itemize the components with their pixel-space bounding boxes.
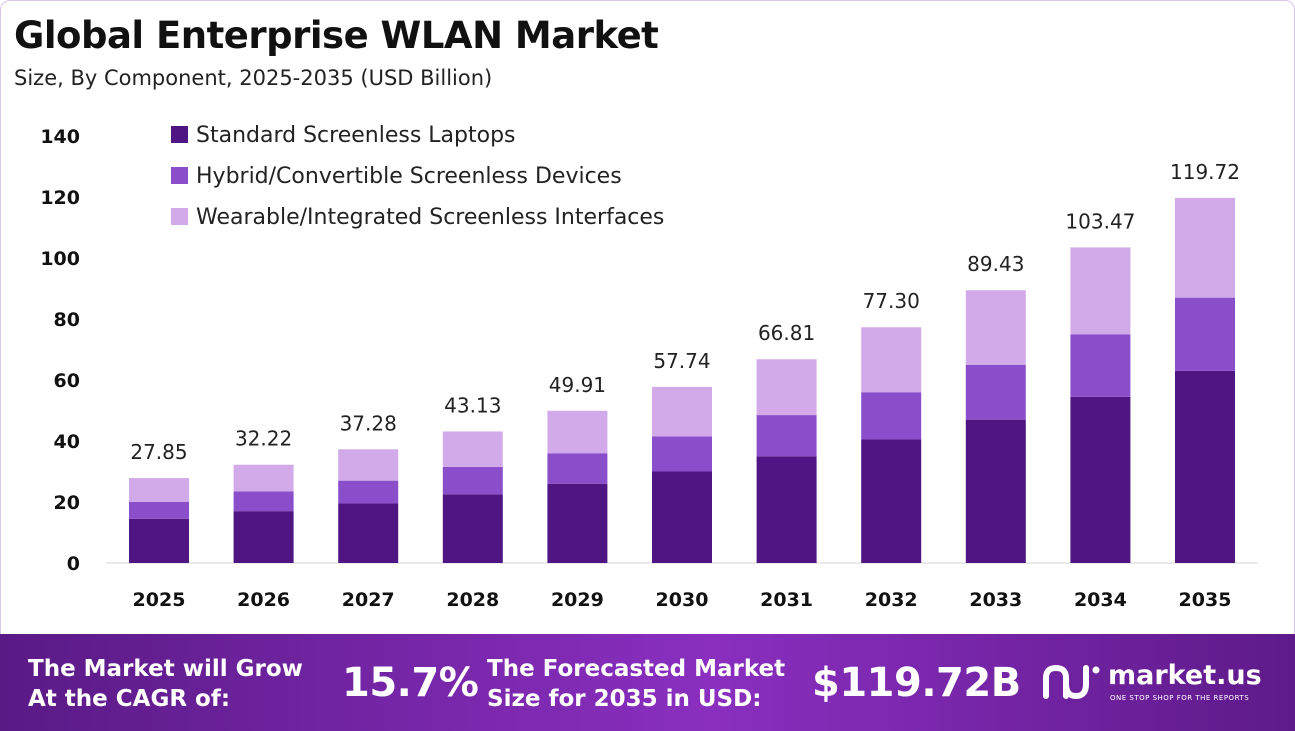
total-data-label: 119.72 xyxy=(1170,160,1240,184)
total-data-label: 103.47 xyxy=(1065,209,1135,233)
market-us-logo-icon xyxy=(1043,664,1100,700)
bar-segment-hybrid xyxy=(861,392,922,440)
bar-segment-laptops xyxy=(756,456,817,563)
y-tick-label: 100 xyxy=(40,248,80,270)
stacked-bar-chart: 0 20 40 60 80 100 120 140 27.85 2025 32.22 2026 37.2… xyxy=(40,123,1258,611)
bar-segment-hybrid xyxy=(652,436,712,472)
total-data-label: 32.22 xyxy=(235,427,292,451)
legend-swatch-wearable xyxy=(171,208,188,225)
total-data-label: 77.30 xyxy=(863,289,920,313)
cagr-value: 15.7% xyxy=(342,660,479,706)
legend-label: Hybrid/Convertible Screenless Devices xyxy=(196,164,622,189)
bar-segment-laptops xyxy=(129,518,189,563)
bar-segment-laptops xyxy=(1175,370,1235,563)
bar-segment-laptops xyxy=(547,483,608,563)
total-data-label: 66.81 xyxy=(758,321,815,345)
bar-segment-hybrid xyxy=(442,466,503,495)
x-tick-label: 2025 xyxy=(133,589,186,611)
x-tick-label: 2029 xyxy=(551,589,604,611)
bar-segment-hybrid xyxy=(338,480,399,504)
bar-segment-wearable xyxy=(756,359,817,416)
bar-segment-wearable xyxy=(338,449,399,481)
chart-subtitle: Size, By Component, 2025-2035 (USD Billi… xyxy=(14,66,493,90)
bar-segment-wearable xyxy=(442,431,503,467)
y-tick-label: 60 xyxy=(54,370,80,392)
total-data-label: 49.91 xyxy=(549,373,606,397)
bar-segment-hybrid xyxy=(547,453,608,484)
bar-segment-wearable xyxy=(652,386,712,437)
bar-segment-hybrid xyxy=(1175,297,1235,371)
bar-segment-laptops xyxy=(1070,396,1131,563)
forecast-label-line2: Size for 2035 in USD: xyxy=(487,686,762,712)
x-tick-label: 2031 xyxy=(760,589,813,611)
bar-segment-hybrid xyxy=(965,364,1026,420)
footer-banner: The Market will Grow At the CAGR of: 15.… xyxy=(0,634,1295,731)
x-tick-label: 2027 xyxy=(342,589,395,611)
forecast-value: $119.72B xyxy=(812,660,1021,706)
bar-segment-laptops xyxy=(861,439,922,563)
cagr-label-line1: The Market will Grow xyxy=(28,656,303,682)
cagr-label-line2: At the CAGR of: xyxy=(28,686,231,712)
bar-segment-hybrid xyxy=(756,415,817,457)
bar-segment-wearable xyxy=(861,327,922,393)
brand-tagline: ONE STOP SHOP FOR THE REPORTS xyxy=(1110,694,1250,702)
x-tick-label: 2033 xyxy=(969,589,1022,611)
bar-segment-laptops xyxy=(442,494,503,563)
legend-label: Standard Screenless Laptops xyxy=(196,123,516,148)
y-tick-label: 40 xyxy=(54,431,80,453)
x-tick-label: 2028 xyxy=(446,589,499,611)
bar-segment-hybrid xyxy=(129,502,189,519)
bar-segment-wearable xyxy=(1175,197,1235,298)
x-tick-label: 2030 xyxy=(656,589,709,611)
x-tick-label: 2032 xyxy=(865,589,918,611)
bar-segment-laptops xyxy=(652,471,712,563)
bar-segment-hybrid xyxy=(1070,334,1131,397)
bar-segment-wearable xyxy=(1070,247,1131,335)
bar-segment-laptops xyxy=(965,419,1026,563)
y-tick-label: 80 xyxy=(54,309,80,331)
total-data-label: 43.13 xyxy=(444,393,501,417)
legend-label: Wearable/Integrated Screenless Interface… xyxy=(196,205,664,230)
bar-segment-wearable xyxy=(129,478,189,502)
total-data-label: 89.43 xyxy=(967,252,1024,276)
bar-segment-wearable xyxy=(233,464,294,492)
bar-segment-laptops xyxy=(338,503,399,563)
y-tick-label: 140 xyxy=(40,126,80,148)
bar-segment-wearable xyxy=(547,410,608,454)
brand-name: market.us xyxy=(1108,660,1262,691)
y-tick-label: 0 xyxy=(67,553,80,575)
chart-title: Global Enterprise WLAN Market xyxy=(14,14,659,57)
y-tick-label: 20 xyxy=(54,492,80,514)
forecast-label-line1: The Forecasted Market xyxy=(487,656,786,682)
x-tick-label: 2026 xyxy=(237,589,290,611)
bar-segment-laptops xyxy=(233,511,294,563)
bar-segment-hybrid xyxy=(233,491,294,512)
total-data-label: 37.28 xyxy=(340,411,397,435)
legend-swatch-hybrid xyxy=(171,167,188,184)
bar-segment-wearable xyxy=(965,290,1026,365)
y-tick-label: 120 xyxy=(40,187,80,209)
total-data-label: 57.74 xyxy=(653,349,710,373)
total-data-label: 27.85 xyxy=(130,440,187,464)
legend-swatch-laptops xyxy=(171,126,188,143)
x-tick-label: 2034 xyxy=(1074,589,1127,611)
x-tick-label: 2035 xyxy=(1179,589,1232,611)
